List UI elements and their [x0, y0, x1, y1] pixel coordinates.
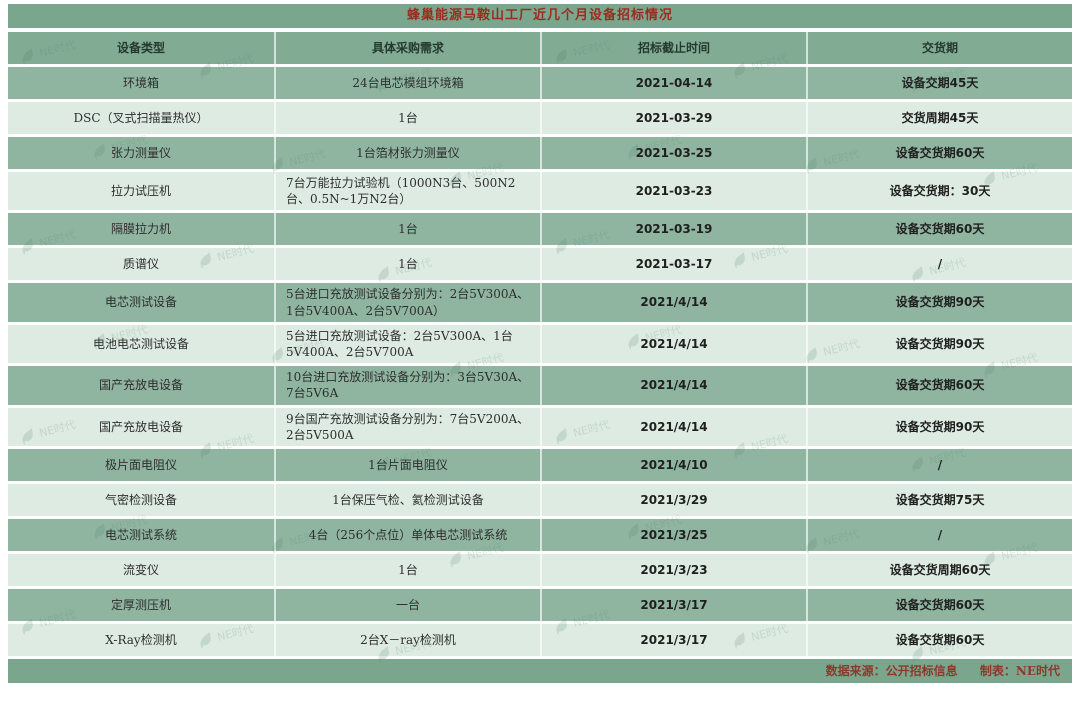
delivery-cell: 设备交货期60天: [806, 137, 1072, 169]
device-type-cell: 气密检测设备: [104, 492, 177, 507]
table-row: X-Ray检测机 2台X－ray检测机 2021/3/17 设备交货期60天: [8, 623, 1072, 656]
device-type-cell: 国产充放电设备: [98, 378, 183, 393]
table-row: 电池电芯测试设备 5台进口充放测试设备：2台5V300A、1台5V400A、2台5…: [8, 324, 1072, 364]
device-type-cell: 国产充放电设备: [98, 419, 183, 434]
deadline-cell: 2021/4/14: [540, 283, 806, 322]
requirement-cell: 一台: [274, 588, 540, 621]
device-type-cell: 张力测量仪: [110, 145, 171, 160]
table-row: 环境箱 24台电芯模组环境箱 2021-04-14 设备交期45天: [8, 67, 1072, 99]
delivery-cell: 设备交货期90天: [806, 283, 1072, 322]
device-type-cell: 隔膜拉力机: [110, 222, 171, 237]
device-type-cell: 电芯测试设备: [104, 295, 177, 310]
requirement-cell: 7台万能拉力试验机（1000N3台、500N2台、0.5N~1万N2台）: [274, 172, 540, 211]
deadline-cell: 2021/4/14: [540, 366, 806, 405]
deadline-cell: 2021-03-19: [540, 213, 806, 246]
table-row: 国产充放电设备 9台国产充放测试设备分别为：7台5V200A、2台5V500A 20…: [8, 407, 1072, 446]
requirement-cell: 1台: [274, 248, 540, 281]
requirement-cell: 10台进口充放测试设备分别为：3台5V30A、7台5V6A: [274, 366, 540, 405]
device-type-cell: 拉力试压机: [110, 184, 171, 199]
device-type-cell: 流变仪: [122, 562, 159, 577]
delivery-cell: 交货周期45天: [806, 102, 1072, 134]
requirement-cell: 1台箔材张力测量仪: [274, 137, 540, 169]
deadline-cell: 2021-03-25: [540, 137, 806, 169]
delivery-cell: 设备交货期60天: [806, 623, 1072, 656]
delivery-cell: 设备交货周期60天: [806, 553, 1072, 586]
table-maker-label: 制表：NE时代: [979, 663, 1060, 678]
delivery-cell: /: [806, 518, 1072, 551]
delivery-cell: 设备交期45天: [806, 67, 1072, 99]
table-row: 国产充放电设备 10台进口充放测试设备分别为：3台5V30A、7台5V6A 2021…: [8, 366, 1072, 405]
delivery-cell: 设备交货期：30天: [806, 172, 1072, 211]
table-row: 隔膜拉力机 1台 2021-03-19 设备交货期60天: [8, 213, 1072, 246]
deadline-cell: 2021-03-29: [540, 102, 806, 134]
deadline-cell: 2021/4/14: [540, 324, 806, 364]
device-type-cell: 定厚测压机: [110, 597, 171, 612]
table-row: 质谱仪 1台 2021-03-17/: [8, 248, 1072, 281]
table-row: 拉力试压机 7台万能拉力试验机（1000N3台、500N2台、0.5N~1万N2台…: [8, 172, 1072, 211]
delivery-cell: 设备交货期75天: [806, 483, 1072, 516]
device-type-cell: X-Ray检测机: [105, 632, 177, 647]
requirement-cell: 1台: [274, 102, 540, 134]
requirement-cell: 1台保压气检、氦检测试设备: [274, 483, 540, 516]
requirement-cell: 5台进口充放测试设备分别为：2台5V300A、1台5V400A、2台5V700A…: [274, 283, 540, 322]
requirement-cell: 9台国产充放测试设备分别为：7台5V200A、2台5V500A: [274, 407, 540, 446]
deadline-cell: 2021-04-14: [540, 67, 806, 99]
requirement-cell: 1台片面电阻仪: [274, 448, 540, 481]
column-header: 具体采购需求: [274, 32, 540, 64]
table-row: 电芯测试系统 4台（256个点位）单体电芯测试系统 2021/3/25/: [8, 518, 1072, 551]
delivery-cell: /: [806, 448, 1072, 481]
requirement-cell: 1台: [274, 553, 540, 586]
device-type-cell: 电池电芯测试设备: [92, 336, 189, 351]
data-source-label: 数据来源：公开招标信息: [825, 663, 958, 678]
deadline-cell: 2021-03-17: [540, 248, 806, 281]
deadline-cell: 2021-03-23: [540, 172, 806, 211]
requirement-cell: 5台进口充放测试设备：2台5V300A、1台5V400A、2台5V700A: [274, 324, 540, 364]
delivery-cell: /: [806, 248, 1072, 281]
delivery-cell: 设备交货期90天: [806, 324, 1072, 364]
requirement-cell: 24台电芯模组环境箱: [274, 67, 540, 99]
table-row: 张力测量仪 1台箔材张力测量仪 2021-03-25 设备交货期60天: [8, 137, 1072, 169]
bid-table: 设备类型 具体采购需求 招标截止时间 交货期 环境箱 24台电芯模组环境箱 2021-04…: [8, 32, 1072, 656]
delivery-cell: 设备交货期60天: [806, 366, 1072, 405]
deadline-cell: 2021/4/14: [540, 407, 806, 446]
deadline-cell: 2021/3/17: [540, 588, 806, 621]
device-type-cell: DSC（叉式扫描量热仪）: [73, 110, 209, 125]
requirement-cell: 4台（256个点位）单体电芯测试系统: [274, 518, 540, 551]
table-row: DSC（叉式扫描量热仪） 1台 2021-03-29 交货周期45天: [8, 102, 1072, 134]
deadline-cell: 2021/3/17: [540, 623, 806, 656]
column-header: 设备类型: [116, 40, 165, 55]
table-row: 极片面电阻仪 1台片面电阻仪 2021/4/10/: [8, 448, 1072, 481]
requirement-cell: 1台: [274, 213, 540, 246]
table-row: 电芯测试设备 5台进口充放测试设备分别为：2台5V300A、1台5V400A、2台…: [8, 283, 1072, 322]
delivery-cell: 设备交货期60天: [806, 213, 1072, 246]
table-row: 气密检测设备 1台保压气检、氦检测试设备 2021/3/29 设备交货期75天: [8, 483, 1072, 516]
deadline-cell: 2021/3/23: [540, 553, 806, 586]
device-type-cell: 环境箱: [122, 75, 159, 90]
device-type-cell: 极片面电阻仪: [104, 457, 177, 472]
table-footer: 数据来源：公开招标信息 制表：NE时代: [8, 658, 1072, 683]
page-title: 蜂巢能源马鞍山工厂近几个月设备招标情况: [8, 4, 1072, 28]
device-type-cell: 质谱仪: [122, 257, 159, 272]
delivery-cell: 设备交货期90天: [806, 407, 1072, 446]
table-header-row: 设备类型 具体采购需求 招标截止时间 交货期: [8, 32, 1072, 64]
table-row: 定厚测压机 一台 2021/3/17 设备交货期60天: [8, 588, 1072, 621]
table-row: 流变仪 1台 2021/3/23 设备交货周期60天: [8, 553, 1072, 586]
device-type-cell: 电芯测试系统: [104, 527, 177, 542]
table-body: 环境箱 24台电芯模组环境箱 2021-04-14 设备交期45天 DSC（叉式扫描量热…: [8, 67, 1072, 656]
deadline-cell: 2021/3/25: [540, 518, 806, 551]
deadline-cell: 2021/3/29: [540, 483, 806, 516]
column-header: 交货期: [806, 32, 1072, 64]
requirement-cell: 2台X－ray检测机: [274, 623, 540, 656]
deadline-cell: 2021/4/10: [540, 448, 806, 481]
column-header: 招标截止时间: [540, 32, 806, 64]
delivery-cell: 设备交货期60天: [806, 588, 1072, 621]
